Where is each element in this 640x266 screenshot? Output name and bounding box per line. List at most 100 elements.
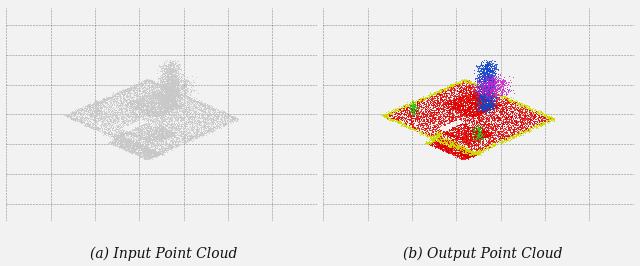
Point xyxy=(120,137,131,142)
Point xyxy=(156,98,166,102)
Point xyxy=(475,126,485,130)
Point xyxy=(164,77,175,81)
Point xyxy=(416,111,426,115)
Point xyxy=(91,126,101,131)
Point xyxy=(133,150,143,155)
Point xyxy=(479,107,490,111)
Point xyxy=(479,106,489,111)
Point xyxy=(190,113,200,118)
Point xyxy=(453,98,463,103)
Point xyxy=(478,69,488,73)
Point xyxy=(455,150,465,155)
Point xyxy=(185,136,195,141)
Point xyxy=(81,108,91,112)
Point xyxy=(127,114,137,118)
Point xyxy=(419,101,429,106)
Point xyxy=(477,123,488,127)
Point xyxy=(445,85,455,89)
Point xyxy=(116,144,127,148)
Point xyxy=(154,97,164,102)
Point xyxy=(477,69,487,73)
Point xyxy=(467,130,477,135)
Point xyxy=(460,106,470,111)
Point xyxy=(164,89,175,94)
Point xyxy=(428,135,438,139)
Point xyxy=(534,119,544,124)
Point xyxy=(148,100,159,104)
Point xyxy=(465,148,475,152)
Point xyxy=(488,87,499,91)
Point xyxy=(158,127,168,131)
Point xyxy=(143,117,154,122)
Point xyxy=(489,104,499,108)
Point xyxy=(125,149,135,153)
Point xyxy=(70,109,80,114)
Point xyxy=(115,145,125,149)
Point xyxy=(76,108,86,113)
Point xyxy=(149,85,159,89)
Point xyxy=(120,93,131,97)
Point xyxy=(177,78,187,82)
Point xyxy=(483,69,493,74)
Point xyxy=(476,129,486,133)
Point xyxy=(140,95,150,100)
Point xyxy=(474,151,484,156)
Point xyxy=(147,101,157,105)
Point xyxy=(168,104,178,108)
Point xyxy=(479,98,489,102)
Point xyxy=(441,139,451,143)
Point xyxy=(470,125,481,129)
Point xyxy=(116,131,127,135)
Point xyxy=(495,100,506,105)
Point xyxy=(463,153,474,157)
Point xyxy=(434,106,444,110)
Point xyxy=(529,124,540,128)
Point xyxy=(480,86,490,90)
Point xyxy=(463,79,474,83)
Point xyxy=(156,99,166,103)
Point xyxy=(124,130,134,135)
Point xyxy=(186,115,196,119)
Point xyxy=(454,96,464,100)
Point xyxy=(188,120,198,124)
Point xyxy=(492,85,502,90)
Point xyxy=(172,59,182,63)
Point xyxy=(170,97,180,101)
Point xyxy=(147,92,157,97)
Point xyxy=(114,115,124,119)
Point xyxy=(88,121,98,125)
Point xyxy=(491,104,501,109)
Point xyxy=(492,133,502,137)
Point xyxy=(462,101,472,105)
Point xyxy=(476,84,486,89)
Point xyxy=(463,137,473,141)
Point xyxy=(130,86,140,91)
Point xyxy=(457,156,467,160)
Point xyxy=(447,144,458,148)
Point xyxy=(110,142,120,146)
Point xyxy=(479,124,489,128)
Point xyxy=(143,121,153,125)
Point xyxy=(202,114,212,118)
Point xyxy=(157,92,167,96)
Point xyxy=(461,108,472,112)
Point xyxy=(172,98,182,102)
Point xyxy=(202,116,212,120)
Point xyxy=(140,149,150,153)
Point xyxy=(477,134,488,138)
Point xyxy=(477,95,487,99)
Point xyxy=(195,120,205,124)
Point xyxy=(392,116,402,120)
Point xyxy=(470,137,481,141)
Point xyxy=(148,148,158,152)
Point xyxy=(497,136,507,140)
Point xyxy=(453,128,463,133)
Point xyxy=(166,106,176,110)
Point xyxy=(488,82,498,86)
Point xyxy=(491,95,501,99)
Point xyxy=(162,117,172,121)
Point xyxy=(419,95,429,100)
Point xyxy=(141,87,151,91)
Point xyxy=(425,138,435,142)
Point xyxy=(147,151,157,156)
